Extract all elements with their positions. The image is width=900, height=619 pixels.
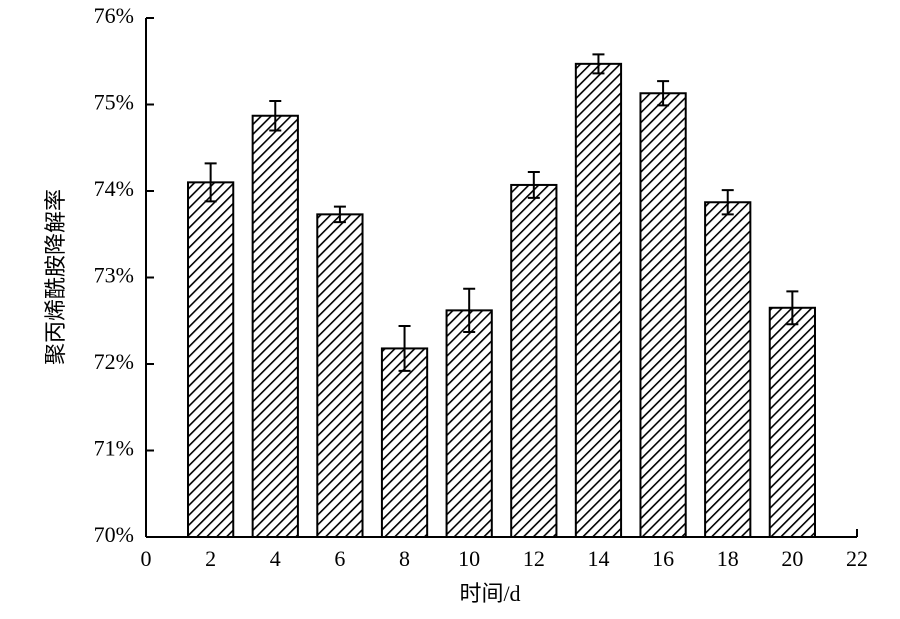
bar xyxy=(639,92,687,538)
x-tick-label: 10 xyxy=(458,546,480,571)
x-tick-label: 16 xyxy=(652,546,674,571)
bar xyxy=(574,62,623,538)
bar xyxy=(251,114,299,539)
x-axis-label: 时间/d xyxy=(459,581,520,606)
error-bar xyxy=(269,100,282,132)
x-tick-label: 2 xyxy=(205,546,216,571)
bar xyxy=(768,306,816,538)
error-bar xyxy=(204,162,217,203)
bar xyxy=(445,309,493,538)
x-tick-label: 22 xyxy=(846,546,868,571)
y-tick-label: 70% xyxy=(94,522,134,547)
y-tick-label: 71% xyxy=(94,436,134,461)
y-tick-label: 73% xyxy=(94,263,134,288)
error-bar xyxy=(398,324,411,372)
x-tick-label: 4 xyxy=(270,546,281,571)
x-tick-label: 18 xyxy=(717,546,739,571)
bar xyxy=(187,181,235,538)
y-tick-label: 76% xyxy=(94,3,134,28)
error-bar xyxy=(592,53,605,75)
x-tick-label: 20 xyxy=(781,546,803,571)
error-bar xyxy=(657,80,670,107)
error-bar xyxy=(333,205,346,224)
y-tick-label: 74% xyxy=(94,176,134,201)
x-tick-label: 12 xyxy=(523,546,545,571)
y-tick-label: 75% xyxy=(94,90,134,115)
bar xyxy=(380,347,429,538)
bar xyxy=(316,213,364,538)
x-tick-label: 14 xyxy=(587,546,609,571)
bar xyxy=(704,201,752,538)
y-axis-label: 聚丙烯酰胺降解率 xyxy=(43,189,68,365)
y-tick-label: 72% xyxy=(94,349,134,374)
error-bar xyxy=(463,287,476,333)
error-bar xyxy=(527,170,540,199)
x-tick-label: 8 xyxy=(399,546,410,571)
bar xyxy=(510,183,558,538)
x-tick-label: 0 xyxy=(141,546,152,571)
error-bar xyxy=(721,189,734,216)
x-tick-label: 6 xyxy=(334,546,345,571)
error-bar xyxy=(786,290,799,326)
